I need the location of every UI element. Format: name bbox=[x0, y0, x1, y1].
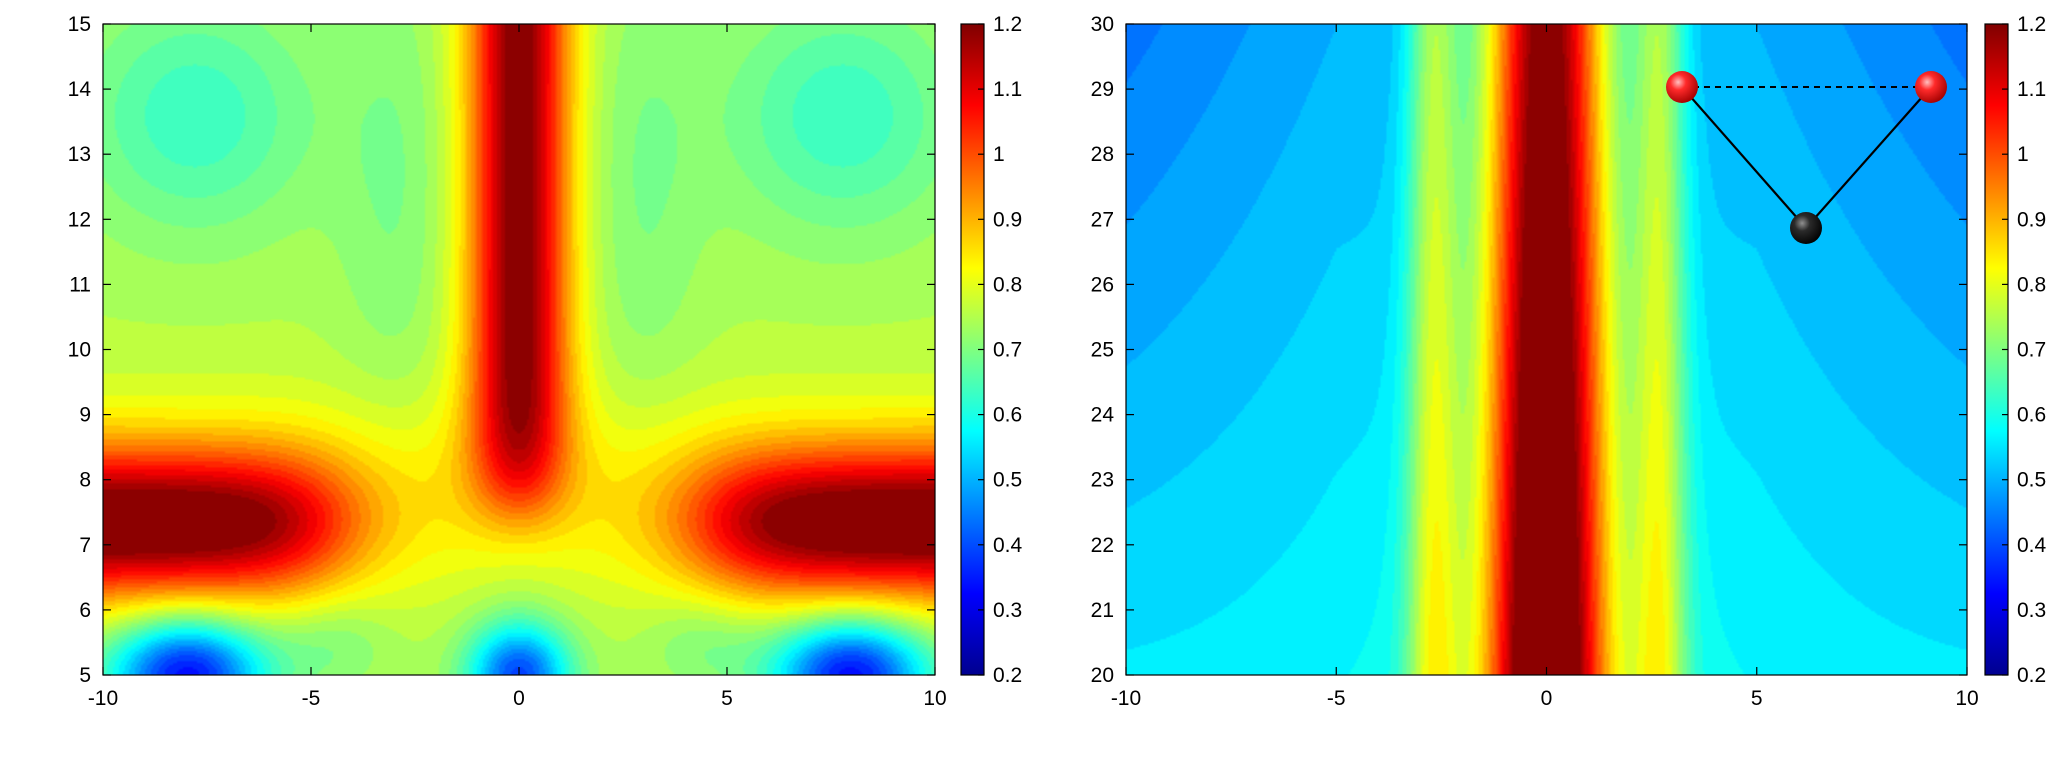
panel-b-y-tick-label: 28 bbox=[1091, 143, 1114, 166]
panel-b-colorbar-tick-label: 0.2 bbox=[2017, 664, 2046, 687]
panel-b-x-tick-label: 0 bbox=[1541, 687, 1553, 710]
panel-a-y-tick-label: 15 bbox=[68, 13, 91, 36]
panel-a-y-tick-label: 8 bbox=[79, 469, 91, 492]
panel-a-y-tick-label: 14 bbox=[68, 78, 92, 101]
panel-a-y-tick-label: 13 bbox=[68, 143, 91, 166]
panel-b-colorbar-tick-label: 0.3 bbox=[2017, 599, 2046, 622]
panel-b-y-tick-label: 27 bbox=[1091, 208, 1114, 231]
carbon-atom bbox=[1790, 212, 1822, 244]
panel-b-x-tick-label: 10 bbox=[1955, 687, 1978, 710]
panel-a-y-tick-label: 10 bbox=[68, 339, 91, 362]
panel-b-colorbar-tick-label: 1 bbox=[2017, 143, 2029, 166]
panel-a: -10 -5 0 5 10 5 6 7 8 9 10 11 12 13 14 15 0.2 0.3 0.4 0.5… bbox=[68, 13, 1023, 710]
panel-b-x-ticks: -10 -5 0 5 10 bbox=[1111, 24, 1979, 710]
panel-a-y-ticks: 5 6 7 8 9 10 11 12 13 14 15 bbox=[68, 13, 935, 687]
panel-a-colorbar-tick-label: 1 bbox=[993, 143, 1005, 166]
panel-b-colorbar-tick-label: 0.4 bbox=[2017, 534, 2047, 557]
panel-b-y-tick-label: 30 bbox=[1091, 13, 1114, 36]
panel-b-colorbar-tick-label: 1.1 bbox=[2017, 78, 2046, 101]
panel-a-y-tick-label: 11 bbox=[69, 273, 91, 296]
panel-b-colorbar-tick-label: 0.7 bbox=[2017, 339, 2046, 362]
panel-b-y-tick-label: 29 bbox=[1091, 78, 1114, 101]
panel-b-x-tick-label: -5 bbox=[1327, 687, 1346, 710]
panel-a-colorbar-tick-label: 0.7 bbox=[993, 339, 1022, 362]
panel-b-colorbar-tick-label: 0.5 bbox=[2017, 469, 2046, 492]
panel-b-y-tick-label: 20 bbox=[1091, 664, 1114, 687]
molecule-inset bbox=[1666, 71, 1947, 244]
panel-a-colorbar-tick-label: 0.3 bbox=[993, 599, 1022, 622]
panel-a-colorbar-tick-label: 1.2 bbox=[993, 13, 1022, 36]
panel-a-x-tick-label: -10 bbox=[88, 687, 118, 710]
panel-b-y-tick-label: 21 bbox=[1091, 599, 1114, 622]
panel-a-colorbar-tick-label: 0.5 bbox=[993, 469, 1022, 492]
panel-b-colorbar-tick-label: 1.2 bbox=[2017, 13, 2046, 36]
panel-a-y-tick-label: 7 bbox=[79, 534, 91, 557]
panel-b-y-tick-label: 24 bbox=[1091, 404, 1115, 427]
panel-b-colorbar-ticks: 0.2 0.3 0.4 0.5 0.6 0.7 0.8 0.9 1 1.1 1.2 bbox=[2002, 13, 2047, 687]
hydrogen-atom-left bbox=[1666, 71, 1698, 103]
panel-b-y-tick-label: 23 bbox=[1091, 469, 1114, 492]
panel-a-x-tick-label: 10 bbox=[923, 687, 946, 710]
right-ch-bond bbox=[1805, 86, 1932, 229]
panel-a-colorbar-tick-label: 1.1 bbox=[993, 78, 1022, 101]
panel-b-colorbar-tick-label: 0.6 bbox=[2017, 404, 2046, 427]
panel-a-y-tick-label: 6 bbox=[79, 599, 91, 622]
panel-a-colorbar-tick-label: 0.9 bbox=[993, 208, 1022, 231]
panel-b-x-tick-label: 5 bbox=[1751, 687, 1763, 710]
panel-b-y-ticks: 20 21 22 23 24 25 26 27 28 29 30 bbox=[1091, 13, 1967, 687]
panel-b-y-tick-label: 22 bbox=[1091, 534, 1114, 557]
panel-b-heatmap-image bbox=[1126, 24, 1967, 675]
panel-a-y-tick-label: 9 bbox=[79, 404, 91, 427]
panel-a-colorbar-tick-label: 0.4 bbox=[993, 534, 1023, 557]
left-ch-bond bbox=[1681, 86, 1807, 229]
panel-a-y-tick-label: 5 bbox=[79, 664, 91, 687]
panel-a-x-ticks: -10 -5 0 5 10 bbox=[88, 24, 947, 710]
panel-a-y-tick-label: 12 bbox=[68, 208, 91, 231]
panel-b-colorbar-tick-label: 0.9 bbox=[2017, 208, 2046, 231]
panel-b-colorbar: 0.2 0.3 0.4 0.5 0.6 0.7 0.8 0.9 1 1.1 1.2 bbox=[1984, 13, 2047, 687]
panel-a-colorbar: 0.2 0.3 0.4 0.5 0.6 0.7 0.8 0.9 1 1.1 1.2 bbox=[960, 13, 1023, 687]
panel-a-colorbar-tick-label: 0.6 bbox=[993, 404, 1022, 427]
panel-a-colorbar-tick-label: 0.2 bbox=[993, 664, 1022, 687]
panel-b-y-tick-label: 26 bbox=[1091, 273, 1114, 296]
panel-a-x-tick-label: 5 bbox=[721, 687, 733, 710]
panel-a-heatmap bbox=[103, 24, 935, 675]
panel-b-heatmap bbox=[1126, 24, 1967, 675]
panel-b-y-tick-label: 25 bbox=[1091, 339, 1114, 362]
panel-a-heatmap-image bbox=[103, 24, 935, 675]
hydrogen-atom-right bbox=[1915, 71, 1947, 103]
panel-a-colorbar-ticks: 0.2 0.3 0.4 0.5 0.6 0.7 0.8 0.9 1 1.1 1.2 bbox=[978, 13, 1023, 687]
panel-a-x-tick-label: -5 bbox=[302, 687, 321, 710]
panel-a-colorbar-tick-label: 0.8 bbox=[993, 273, 1022, 296]
panel-b-colorbar-tick-label: 0.8 bbox=[2017, 273, 2046, 296]
panel-a-x-tick-label: 0 bbox=[513, 687, 525, 710]
panel-b-x-tick-label: -10 bbox=[1111, 687, 1141, 710]
